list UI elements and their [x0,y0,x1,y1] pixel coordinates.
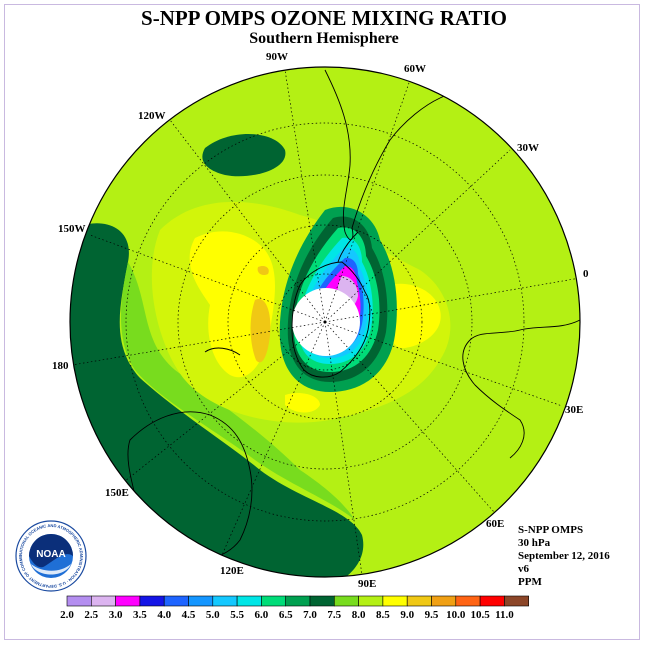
colorbar-swatch [236,595,262,607]
lon-label-180: 180 [52,360,69,372]
lon-label-120e: 120E [220,565,244,577]
colorbar-swatch [333,595,359,607]
colorbar-swatch [358,595,384,607]
lon-label-30w: 30W [517,142,539,154]
new-zealand-coast [204,347,241,356]
date-label: September 12, 2016 [518,550,610,562]
colorbar-swatch [163,595,189,607]
colorbar: 2.0 2.5 3.0 3.5 4.0 4.5 5.0 5.5 6.0 6.5 7.0 7.5 8.0 8… [60,595,529,621]
colorbar-tick-label: 10.0 [446,609,466,621]
noaa-logo-text: NOAA [36,549,65,560]
pressure-level-label: 30 hPa [518,537,551,549]
lon-label-60e: 60E [486,518,505,530]
colorbar-tick-label: 5.5 [230,609,244,621]
ozone-field-9.0 [250,299,271,363]
colorbar-tick-label: 8.5 [376,609,390,621]
map-outline [69,66,581,578]
lon-label-90e: 90E [358,578,377,590]
colorbar-swatch [382,595,408,607]
lon-label-150e: 150E [105,487,129,499]
colorbar-tick-label: 3.5 [133,609,147,621]
version-label: v6 [518,563,529,575]
lon-label-60w: 60W [404,63,426,75]
colorbar-swatch [406,595,432,607]
map-title: S-NPP OMPS OZONE MIXING RATIO [141,6,507,30]
latitude-circles [125,122,525,522]
colorbar-swatch [479,595,505,607]
colorbar-tick-label: 9.0 [400,609,414,621]
colorbar-swatch [212,595,238,607]
figure-frame [4,4,640,640]
colorbar-tick-label: 4.0 [157,609,171,621]
colorbar-tick-label: 3.0 [109,609,123,621]
ozone-field-7.5-band [120,262,355,520]
product-info: S-NPP OMPS 30 hPa September 12, 2016 v6 … [518,524,610,589]
colorbar-tick-label: 2.0 [60,609,74,621]
colorbar-tick-label: 11.0 [495,609,514,621]
ozone-field-9.0-small [257,265,269,276]
colorbar-swatch [455,595,481,607]
map-subtitle: Southern Hemisphere [249,30,399,47]
colorbar-tick-label: 7.0 [303,609,317,621]
colorbar-swatch [139,595,165,607]
colorbar-tick-label: 6.5 [279,609,293,621]
south-america-coast [324,69,486,241]
colorbar-swatch [261,595,286,607]
coastlines [127,69,580,561]
colorbar-swatch [309,595,335,607]
lon-label-150w: 150W [58,223,86,235]
ozone-field-8.5-east [388,283,441,349]
colorbar-swatch [504,595,529,607]
lon-label-90w: 90W [266,51,288,63]
africa-coast [462,319,580,459]
colorbar-swatch [285,595,311,607]
colorbar-swatch [66,595,92,607]
lon-label-0: 0 [583,268,589,280]
instrument-label: S-NPP OMPS [518,524,584,536]
colorbar-swatch [431,595,457,607]
units-label: PPM [518,576,542,588]
colorbar-tick-label: 5.0 [206,609,220,621]
ozone-field-8.5-south [285,393,320,413]
meridians [71,69,580,576]
antarctic-peninsula [337,231,359,263]
noaa-logo: NATIONAL OCEANIC AND ATMOSPHERIC ADMINIS… [15,520,87,592]
colorbar-tick-label: 8.0 [352,609,366,621]
colorbar-swatch [91,595,116,607]
south-pole-marker [323,320,327,324]
colorbar-swatch [188,595,214,607]
colorbar-tick-label: 2.5 [84,609,98,621]
colorbar-swatch [115,595,141,607]
colorbar-tick-label: 4.5 [182,609,196,621]
ozone-field-7.0-north [202,133,286,177]
lon-label-120w: 120W [138,110,166,122]
colorbar-tick-label: 6.0 [255,609,269,621]
lon-label-30e: 30E [565,404,584,416]
antarctica-coast [291,261,371,378]
colorbar-tick-label: 10.5 [470,609,490,621]
colorbar-tick-label: 7.5 [327,609,341,621]
colorbar-tick-label: 9.5 [425,609,439,621]
